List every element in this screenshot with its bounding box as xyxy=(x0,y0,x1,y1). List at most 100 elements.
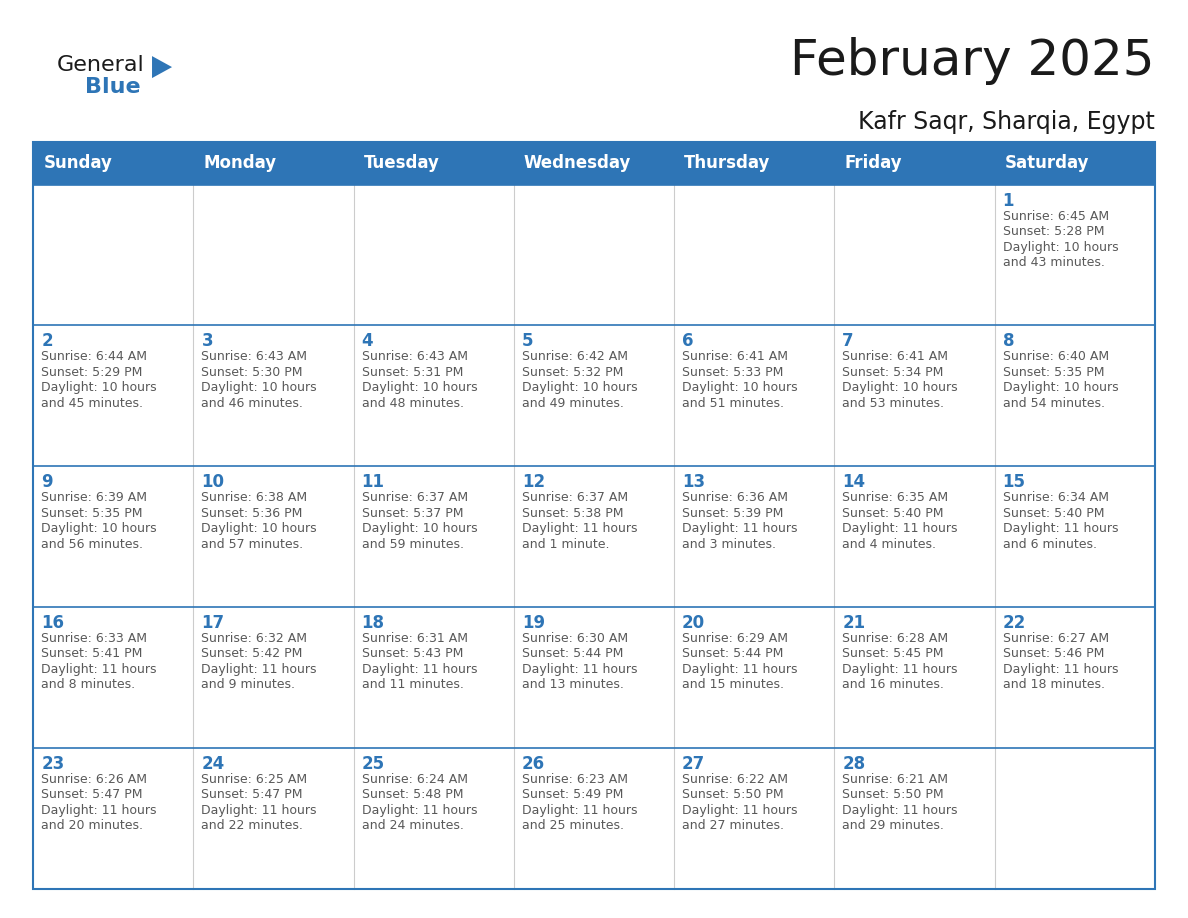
Text: 14: 14 xyxy=(842,473,865,491)
Text: Daylight: 11 hours: Daylight: 11 hours xyxy=(522,804,638,817)
Text: and 9 minutes.: and 9 minutes. xyxy=(202,678,296,691)
Text: Sunrise: 6:36 AM: Sunrise: 6:36 AM xyxy=(682,491,788,504)
Text: Daylight: 11 hours: Daylight: 11 hours xyxy=(842,522,958,535)
Text: Tuesday: Tuesday xyxy=(364,154,440,173)
Text: Sunset: 5:43 PM: Sunset: 5:43 PM xyxy=(361,647,463,660)
Text: Sunset: 5:38 PM: Sunset: 5:38 PM xyxy=(522,507,624,520)
Text: Daylight: 10 hours: Daylight: 10 hours xyxy=(202,522,317,535)
Text: 28: 28 xyxy=(842,755,865,773)
Text: Sunrise: 6:23 AM: Sunrise: 6:23 AM xyxy=(522,773,628,786)
Text: Daylight: 11 hours: Daylight: 11 hours xyxy=(361,663,478,676)
Text: Sunset: 5:50 PM: Sunset: 5:50 PM xyxy=(682,789,784,801)
Text: Sunrise: 6:41 AM: Sunrise: 6:41 AM xyxy=(682,351,788,364)
Text: and 6 minutes.: and 6 minutes. xyxy=(1003,538,1097,551)
Text: Sunrise: 6:37 AM: Sunrise: 6:37 AM xyxy=(361,491,468,504)
Text: Sunrise: 6:22 AM: Sunrise: 6:22 AM xyxy=(682,773,788,786)
Text: Daylight: 11 hours: Daylight: 11 hours xyxy=(361,804,478,817)
Text: and 46 minutes.: and 46 minutes. xyxy=(202,397,303,409)
Text: and 48 minutes.: and 48 minutes. xyxy=(361,397,463,409)
Text: and 16 minutes.: and 16 minutes. xyxy=(842,678,944,691)
Text: Sunset: 5:39 PM: Sunset: 5:39 PM xyxy=(682,507,783,520)
Text: 10: 10 xyxy=(202,473,225,491)
Text: 20: 20 xyxy=(682,614,706,632)
Text: Daylight: 10 hours: Daylight: 10 hours xyxy=(682,381,797,395)
Text: Sunrise: 6:41 AM: Sunrise: 6:41 AM xyxy=(842,351,948,364)
Text: Sunset: 5:49 PM: Sunset: 5:49 PM xyxy=(522,789,624,801)
Text: Daylight: 11 hours: Daylight: 11 hours xyxy=(682,522,797,535)
Text: Sunset: 5:34 PM: Sunset: 5:34 PM xyxy=(842,366,943,379)
Text: Sunset: 5:44 PM: Sunset: 5:44 PM xyxy=(682,647,783,660)
Text: Sunrise: 6:28 AM: Sunrise: 6:28 AM xyxy=(842,632,948,645)
Text: Sunset: 5:45 PM: Sunset: 5:45 PM xyxy=(842,647,943,660)
Text: 26: 26 xyxy=(522,755,545,773)
Text: and 29 minutes.: and 29 minutes. xyxy=(842,819,944,833)
Text: Sunset: 5:50 PM: Sunset: 5:50 PM xyxy=(842,789,944,801)
Text: Sunrise: 6:45 AM: Sunrise: 6:45 AM xyxy=(1003,209,1108,222)
Text: Sunrise: 6:38 AM: Sunrise: 6:38 AM xyxy=(202,491,308,504)
Text: Daylight: 10 hours: Daylight: 10 hours xyxy=(842,381,958,395)
Text: Sunrise: 6:30 AM: Sunrise: 6:30 AM xyxy=(522,632,628,645)
Text: Saturday: Saturday xyxy=(1005,154,1089,173)
Text: and 59 minutes.: and 59 minutes. xyxy=(361,538,463,551)
Text: General: General xyxy=(57,55,145,75)
Text: Sunset: 5:46 PM: Sunset: 5:46 PM xyxy=(1003,647,1104,660)
Text: Sunrise: 6:21 AM: Sunrise: 6:21 AM xyxy=(842,773,948,786)
Text: Daylight: 11 hours: Daylight: 11 hours xyxy=(682,804,797,817)
Text: Sunset: 5:36 PM: Sunset: 5:36 PM xyxy=(202,507,303,520)
Text: 2: 2 xyxy=(42,332,53,351)
Text: Daylight: 10 hours: Daylight: 10 hours xyxy=(361,381,478,395)
Text: Sunrise: 6:24 AM: Sunrise: 6:24 AM xyxy=(361,773,468,786)
Text: and 43 minutes.: and 43 minutes. xyxy=(1003,256,1105,269)
Text: Daylight: 11 hours: Daylight: 11 hours xyxy=(202,663,317,676)
Text: and 45 minutes.: and 45 minutes. xyxy=(42,397,144,409)
Text: 21: 21 xyxy=(842,614,865,632)
Text: Sunrise: 6:40 AM: Sunrise: 6:40 AM xyxy=(1003,351,1108,364)
Text: Daylight: 10 hours: Daylight: 10 hours xyxy=(42,381,157,395)
Text: and 56 minutes.: and 56 minutes. xyxy=(42,538,144,551)
Text: 17: 17 xyxy=(202,614,225,632)
Text: 24: 24 xyxy=(202,755,225,773)
Text: Sunset: 5:47 PM: Sunset: 5:47 PM xyxy=(202,789,303,801)
Text: Thursday: Thursday xyxy=(684,154,771,173)
Text: Sunset: 5:48 PM: Sunset: 5:48 PM xyxy=(361,789,463,801)
Text: and 11 minutes.: and 11 minutes. xyxy=(361,678,463,691)
Text: Daylight: 11 hours: Daylight: 11 hours xyxy=(202,804,317,817)
Text: and 51 minutes.: and 51 minutes. xyxy=(682,397,784,409)
Text: Daylight: 10 hours: Daylight: 10 hours xyxy=(202,381,317,395)
Text: Sunrise: 6:27 AM: Sunrise: 6:27 AM xyxy=(1003,632,1108,645)
Text: 8: 8 xyxy=(1003,332,1015,351)
Text: Sunday: Sunday xyxy=(43,154,112,173)
Text: Sunset: 5:35 PM: Sunset: 5:35 PM xyxy=(1003,366,1104,379)
Text: Sunset: 5:37 PM: Sunset: 5:37 PM xyxy=(361,507,463,520)
Text: and 4 minutes.: and 4 minutes. xyxy=(842,538,936,551)
Text: 1: 1 xyxy=(1003,192,1015,209)
Text: Daylight: 10 hours: Daylight: 10 hours xyxy=(522,381,638,395)
Text: Daylight: 11 hours: Daylight: 11 hours xyxy=(42,804,157,817)
Text: Sunrise: 6:29 AM: Sunrise: 6:29 AM xyxy=(682,632,788,645)
Text: and 57 minutes.: and 57 minutes. xyxy=(202,538,304,551)
Text: Daylight: 10 hours: Daylight: 10 hours xyxy=(1003,381,1118,395)
Text: Sunrise: 6:43 AM: Sunrise: 6:43 AM xyxy=(202,351,308,364)
Text: 7: 7 xyxy=(842,332,854,351)
Text: Daylight: 11 hours: Daylight: 11 hours xyxy=(842,804,958,817)
Text: Sunrise: 6:26 AM: Sunrise: 6:26 AM xyxy=(42,773,147,786)
Text: Sunrise: 6:37 AM: Sunrise: 6:37 AM xyxy=(522,491,628,504)
Text: Sunset: 5:41 PM: Sunset: 5:41 PM xyxy=(42,647,143,660)
Text: Sunrise: 6:42 AM: Sunrise: 6:42 AM xyxy=(522,351,628,364)
Text: Sunset: 5:40 PM: Sunset: 5:40 PM xyxy=(1003,507,1104,520)
Text: 22: 22 xyxy=(1003,614,1025,632)
Text: Monday: Monday xyxy=(203,154,277,173)
Text: and 49 minutes.: and 49 minutes. xyxy=(522,397,624,409)
Text: Daylight: 11 hours: Daylight: 11 hours xyxy=(682,663,797,676)
Text: February 2025: February 2025 xyxy=(790,37,1155,84)
Text: and 54 minutes.: and 54 minutes. xyxy=(1003,397,1105,409)
Text: Daylight: 11 hours: Daylight: 11 hours xyxy=(842,663,958,676)
Text: Sunrise: 6:34 AM: Sunrise: 6:34 AM xyxy=(1003,491,1108,504)
Text: Sunset: 5:40 PM: Sunset: 5:40 PM xyxy=(842,507,943,520)
Text: Sunset: 5:44 PM: Sunset: 5:44 PM xyxy=(522,647,624,660)
Text: Sunrise: 6:25 AM: Sunrise: 6:25 AM xyxy=(202,773,308,786)
Text: Sunset: 5:31 PM: Sunset: 5:31 PM xyxy=(361,366,463,379)
Text: Wednesday: Wednesday xyxy=(524,154,631,173)
Text: Sunrise: 6:44 AM: Sunrise: 6:44 AM xyxy=(42,351,147,364)
Text: Sunrise: 6:31 AM: Sunrise: 6:31 AM xyxy=(361,632,468,645)
